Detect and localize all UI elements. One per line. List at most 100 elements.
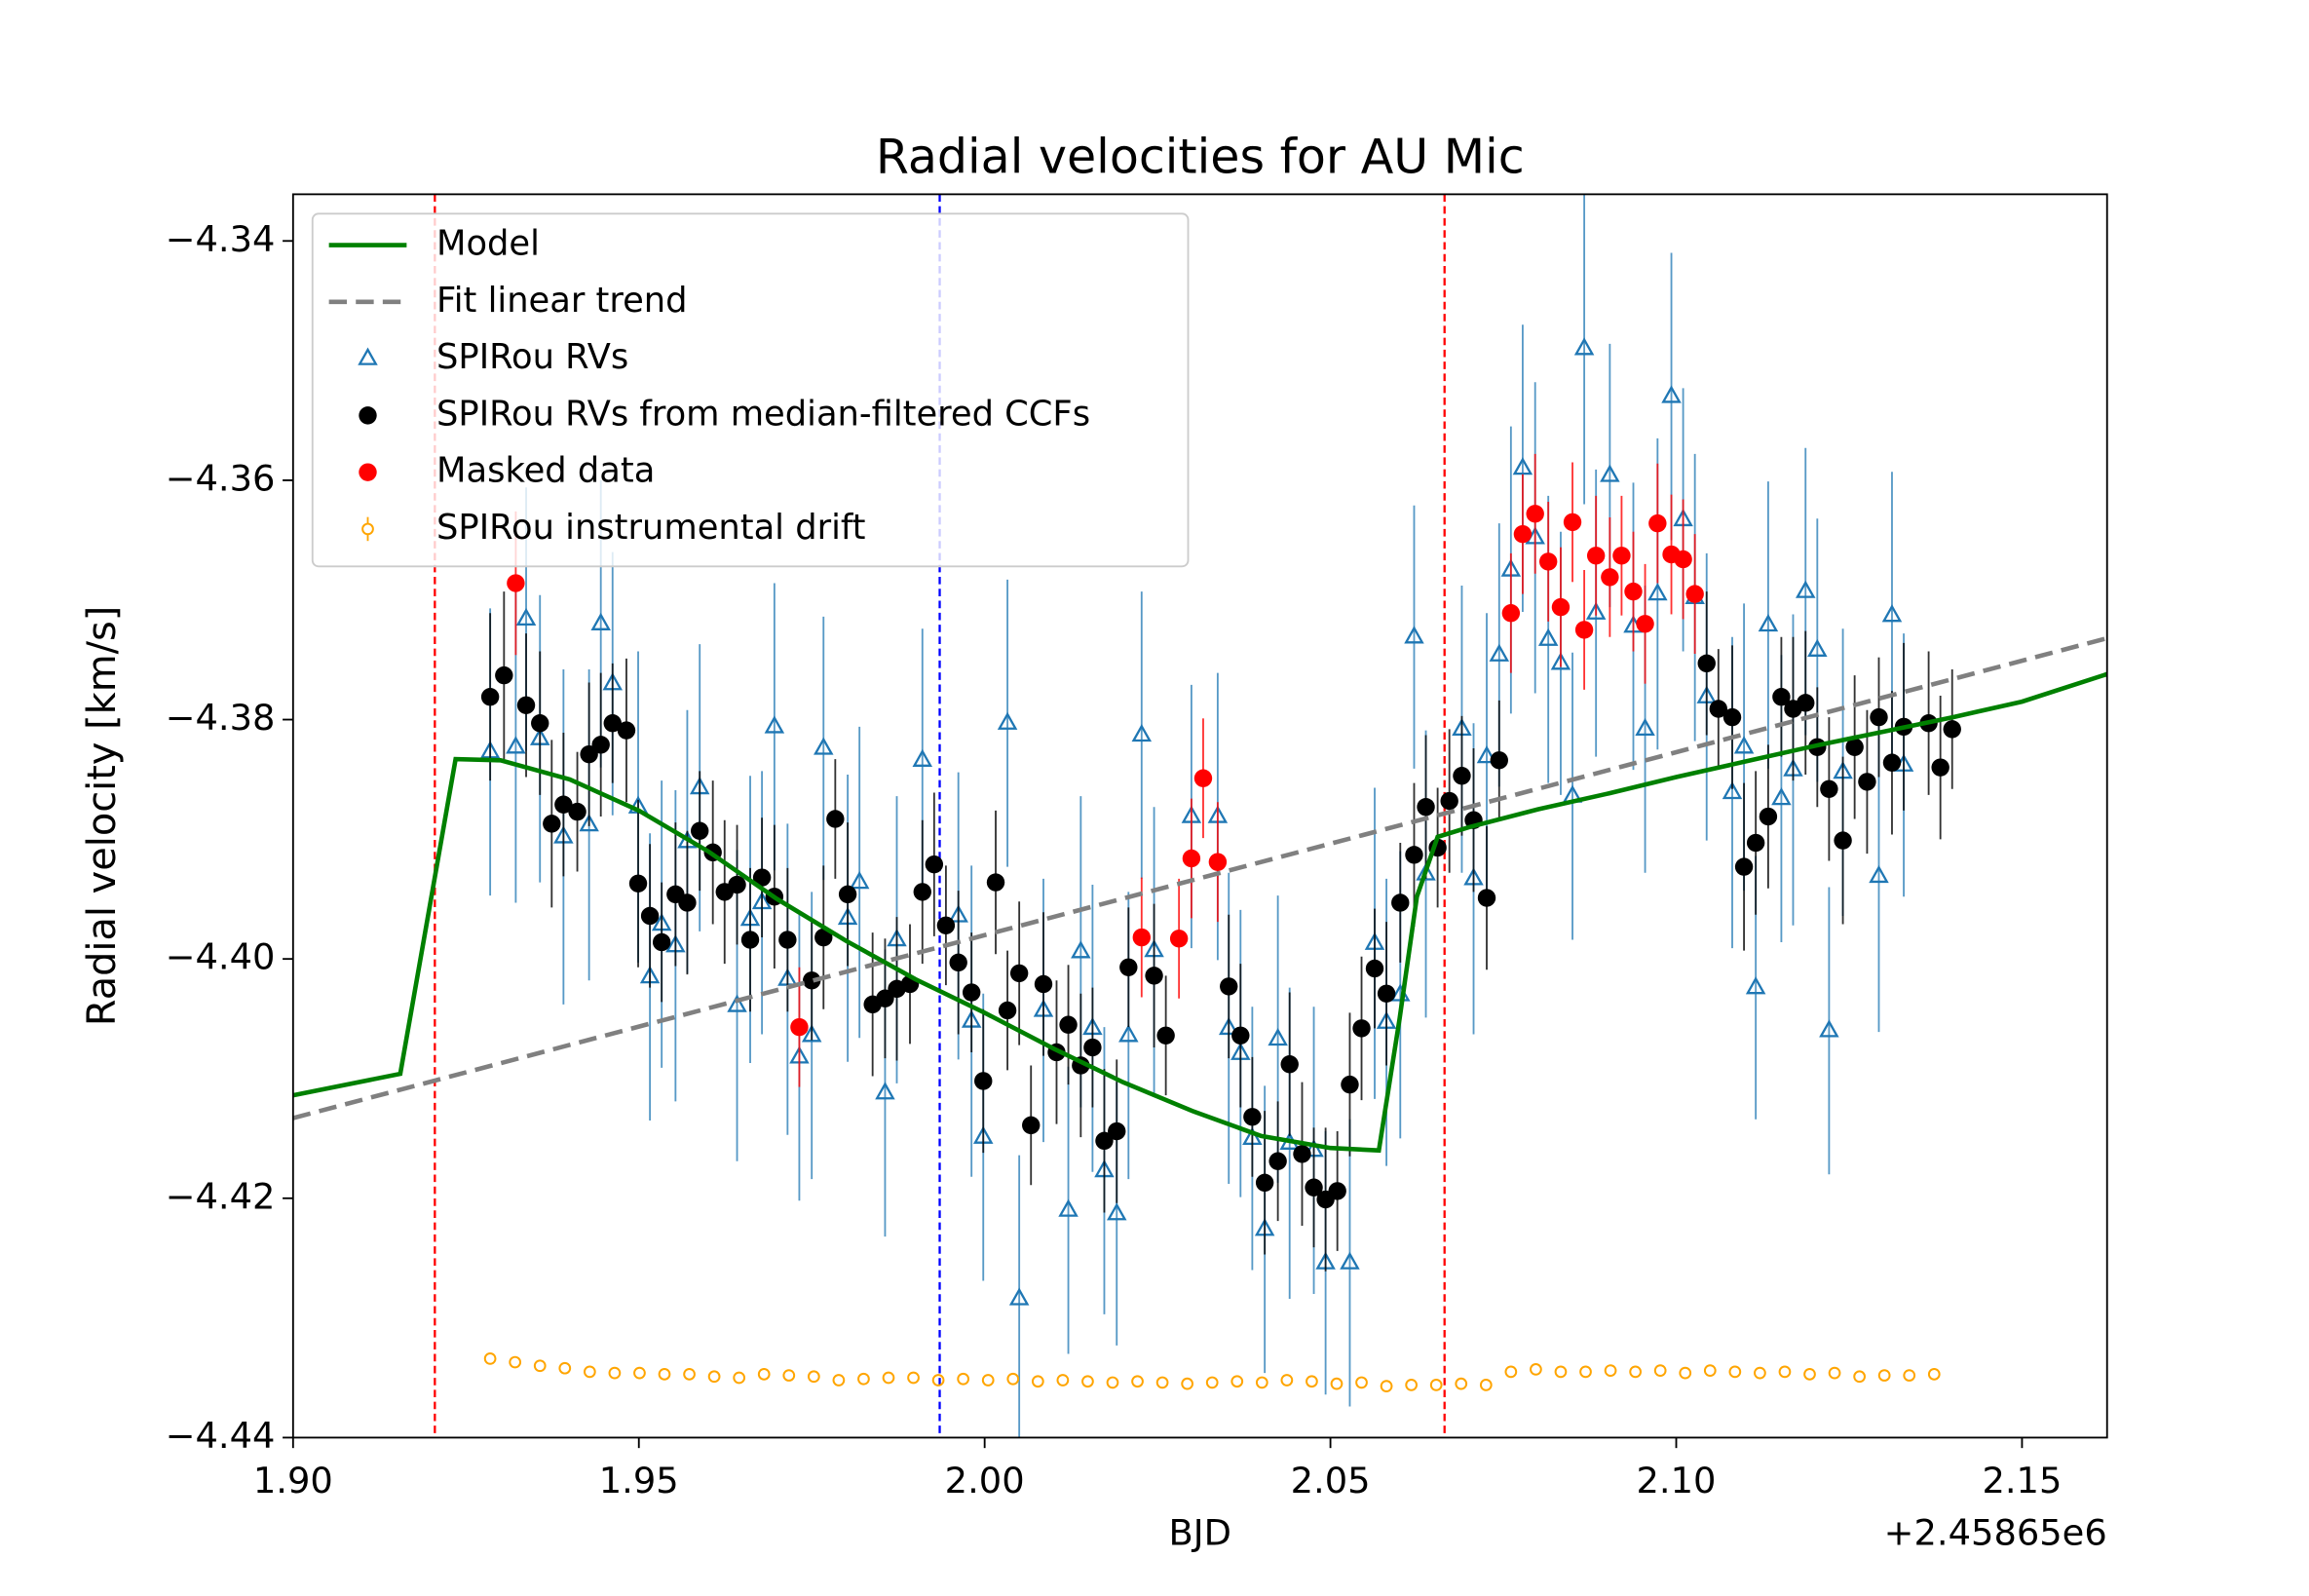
marker (509, 1355, 522, 1369)
marker (1554, 1365, 1568, 1379)
marker (981, 1374, 995, 1387)
marker (1131, 723, 1153, 742)
x-tick-label: 2.00 (945, 1460, 1025, 1501)
marker (1208, 853, 1228, 871)
marker (483, 1352, 497, 1365)
marker (1071, 940, 1091, 959)
legend-label: SPIRou instrumental drift (436, 508, 865, 548)
marker (882, 1371, 895, 1385)
marker (691, 821, 709, 840)
legend-swatch (359, 463, 377, 481)
marker (1118, 1024, 1139, 1043)
marker (826, 810, 845, 828)
marker (1365, 959, 1384, 978)
legend-label: Masked data (436, 451, 655, 491)
marker (1733, 736, 1755, 754)
series-line (292, 671, 2107, 1154)
x-tick-label: 2.10 (1637, 1460, 1717, 1501)
legend: Model Fit linear trend SPIRou RVs SPIRou RV… (311, 212, 1190, 568)
marker (814, 737, 834, 755)
marker (832, 1374, 846, 1387)
marker (1604, 1364, 1617, 1378)
marker (838, 885, 857, 904)
marker (1156, 1026, 1175, 1045)
marker (778, 931, 797, 949)
marker (1108, 1121, 1126, 1141)
marker (807, 1370, 820, 1384)
marker (1845, 738, 1864, 756)
marker (1927, 1367, 1941, 1381)
marker (1306, 1375, 1318, 1388)
marker (1512, 457, 1533, 475)
y-tick-label: −4.44 (166, 1415, 276, 1457)
marker (1853, 1370, 1866, 1384)
marker (1563, 513, 1582, 532)
marker (652, 932, 671, 952)
marker (683, 1367, 696, 1381)
marker (1280, 1374, 1294, 1387)
marker (1820, 779, 1838, 798)
x-tick-label: 2.15 (1982, 1460, 2062, 1501)
marker (1429, 1379, 1443, 1391)
marker (1526, 505, 1544, 523)
y-axis-label: Radial velocity [km/s] (80, 606, 125, 1026)
marker (931, 1374, 945, 1387)
y-tick-label: −4.38 (166, 697, 276, 739)
marker (1231, 1026, 1250, 1045)
marker (1181, 1377, 1194, 1390)
legend-swatch (358, 347, 378, 365)
marker (1797, 694, 1815, 712)
marker (1489, 643, 1510, 662)
marker (568, 802, 587, 821)
marker (633, 1366, 646, 1380)
marker (1380, 1380, 1393, 1392)
marker (1230, 1375, 1244, 1388)
marker (1405, 846, 1423, 864)
marker (1280, 1055, 1299, 1074)
marker (802, 971, 821, 990)
marker (1132, 928, 1151, 947)
marker (764, 715, 785, 734)
y-tick-label: −4.40 (166, 936, 276, 978)
series-line (292, 635, 2107, 1121)
marker (1709, 700, 1728, 718)
marker (1728, 1365, 1742, 1379)
legend-box (311, 212, 1190, 568)
marker (591, 736, 610, 754)
marker (1009, 964, 1029, 983)
marker (1734, 857, 1754, 876)
marker (1551, 597, 1571, 617)
marker (1293, 1145, 1311, 1163)
marker (1205, 1376, 1219, 1389)
marker (1058, 1198, 1079, 1217)
marker (1268, 1152, 1287, 1170)
marker (1745, 976, 1766, 995)
marker (1881, 604, 1903, 623)
marker (752, 868, 772, 887)
marker (1034, 974, 1053, 994)
marker (1352, 1019, 1371, 1038)
legend-label: SPIRou RVs from median-filtered CCFs (436, 394, 1090, 434)
marker (1182, 849, 1201, 868)
marker (949, 953, 967, 972)
marker (1501, 604, 1521, 623)
marker (1758, 613, 1779, 632)
marker (727, 994, 747, 1012)
marker (533, 1359, 547, 1373)
marker (1601, 568, 1619, 587)
marker (1391, 893, 1410, 912)
marker (603, 714, 622, 733)
marker (1106, 1376, 1119, 1389)
marker (997, 711, 1018, 730)
marker (1031, 1375, 1044, 1388)
marker (1056, 1374, 1070, 1387)
marker (1404, 626, 1424, 644)
marker (857, 1372, 870, 1386)
marker (957, 1372, 970, 1386)
marker (1377, 984, 1396, 1003)
marker (912, 748, 933, 767)
marker (1573, 337, 1595, 356)
marker (1504, 1365, 1518, 1379)
